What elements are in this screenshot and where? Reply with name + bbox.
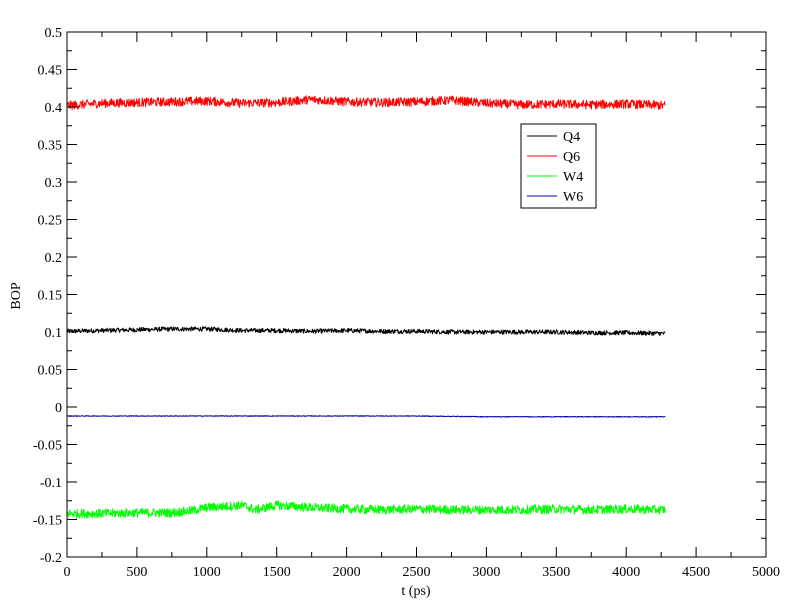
x-axis-label: t (ps) — [401, 584, 431, 599]
y-tick-label: 0.35 — [38, 139, 63, 154]
y-tick-label: -0.15 — [33, 514, 62, 529]
y-tick-label: 0.25 — [38, 214, 63, 229]
axes-layer: 0 500 1000 1500 2000 2500 3000 3500 4000 4500 5000… — [33, 26, 780, 580]
x-tick-label: 2500 — [403, 565, 431, 580]
x-tick-label: 1500 — [263, 565, 291, 580]
y-tick-label: -0.2 — [40, 551, 62, 566]
x-tick-label: 5000 — [752, 565, 780, 580]
y-tick-label: 0.4 — [45, 101, 63, 116]
series-line-w6 — [66, 415, 666, 418]
series-line-q6 — [66, 95, 666, 110]
y-tick-label: 0.05 — [38, 364, 63, 379]
series-layer — [66, 95, 666, 519]
legend: Q4 Q6 W4 W6 — [520, 123, 597, 209]
x-tick-label: 2000 — [333, 565, 361, 580]
x-tick-label: 1000 — [193, 565, 221, 580]
y-tick-label: 0.1 — [45, 326, 63, 341]
y-axis-label: BOP — [9, 282, 24, 309]
y-tick-label: 0.15 — [38, 289, 63, 304]
y-tick-label: -0.1 — [40, 476, 62, 491]
x-tick-label: 500 — [126, 565, 147, 580]
y-tick-label: 0.3 — [45, 176, 63, 191]
legend-box — [520, 123, 597, 209]
series-line-q4 — [66, 326, 666, 337]
x-tick-label: 4500 — [682, 565, 710, 580]
y-tick-label: 0.2 — [45, 251, 63, 266]
x-tick-label: 4000 — [612, 565, 640, 580]
legend-label-q6: Q6 — [563, 150, 580, 165]
legend-label-w6: W6 — [563, 190, 583, 205]
x-tick-label: 3000 — [472, 565, 500, 580]
y-tick-label: -0.05 — [33, 439, 62, 454]
x-tick-label: 3500 — [542, 565, 570, 580]
legend-label-q4: Q4 — [563, 130, 580, 145]
x-tick-label: 0 — [64, 565, 71, 580]
legend-label-w4: W4 — [563, 170, 583, 185]
y-tick-label: 0.5 — [45, 26, 63, 41]
y-tick-label: 0 — [55, 401, 62, 416]
y-tick-label: 0.45 — [38, 64, 63, 79]
series-line-w4 — [66, 500, 666, 519]
